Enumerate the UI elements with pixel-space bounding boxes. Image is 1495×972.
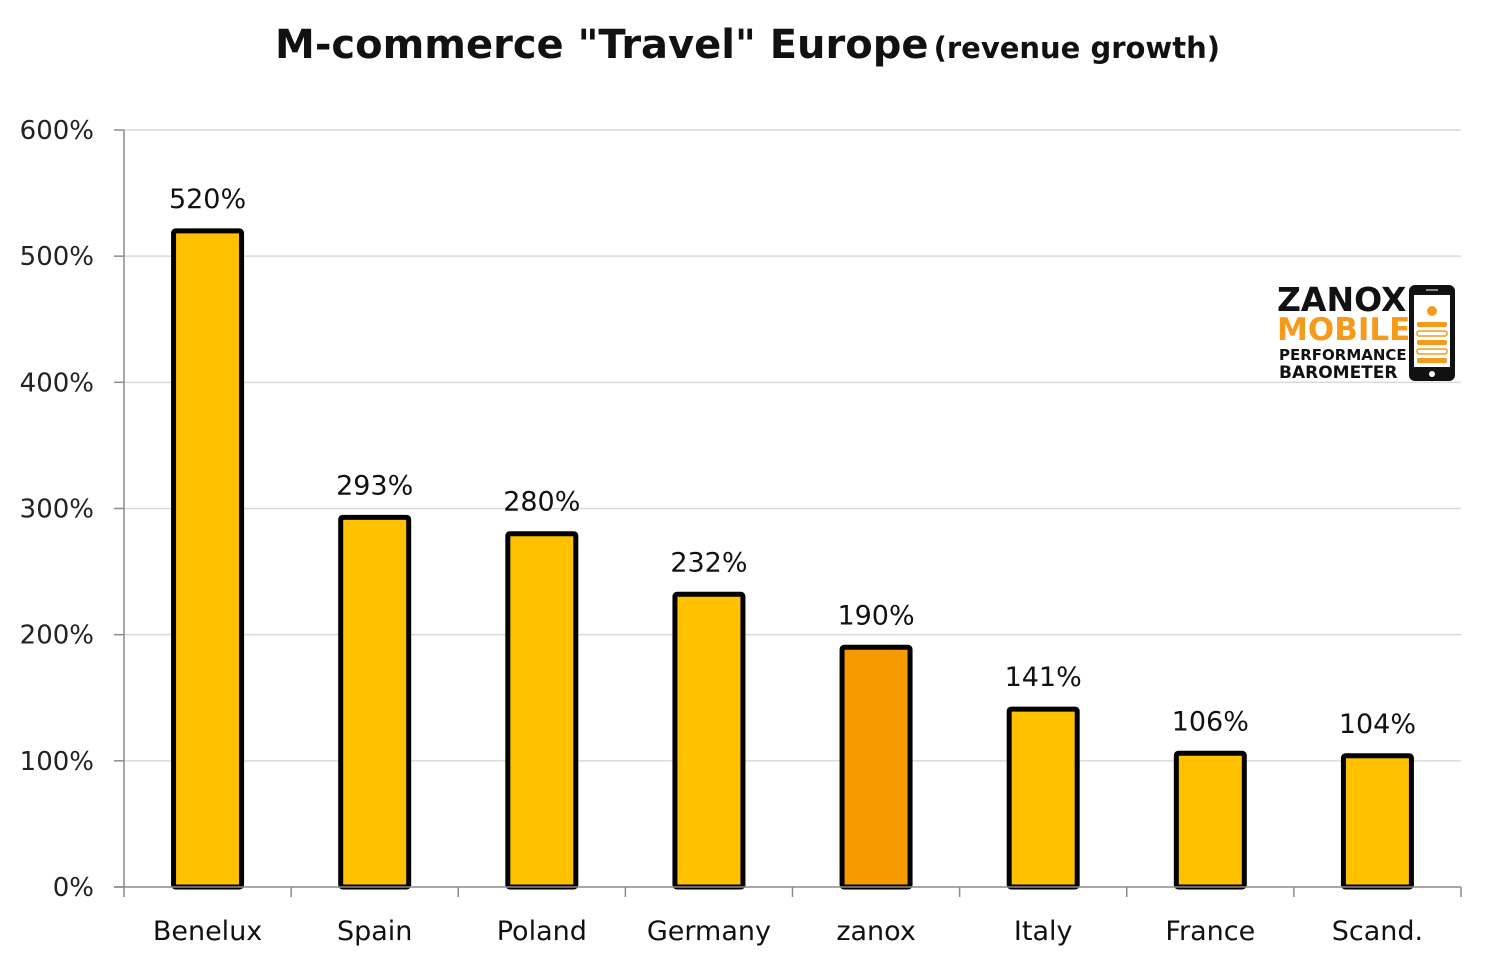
data-label: 293%: [336, 470, 413, 501]
chart-title-block: M-commerce "Travel" Europe (revenue grow…: [0, 22, 1495, 68]
zanox-mobile-logo: ZANOX MOBILE PERFORMANCE BAROMETER: [1277, 280, 1457, 383]
data-label: 141%: [1005, 662, 1082, 693]
bar-scand: [1340, 753, 1414, 890]
phone-icon: [1409, 285, 1455, 381]
chart-subtitle: (revenue growth): [933, 31, 1220, 65]
logo-line-zanox: ZANOX: [1277, 280, 1407, 319]
data-label: 520%: [169, 184, 246, 215]
x-tick-label: zanox: [836, 916, 916, 947]
axes: [114, 130, 1461, 897]
y-tick-label: 0%: [53, 873, 94, 903]
bar-germany: [672, 591, 746, 890]
y-tick-label: 400%: [20, 368, 94, 398]
logo-line-mobile: MOBILE: [1277, 312, 1411, 348]
x-tick-label: France: [1165, 916, 1255, 947]
y-tick-label: 500%: [20, 242, 94, 272]
x-tick-label: Spain: [337, 916, 412, 947]
logo-line-barometer: BAROMETER: [1279, 363, 1398, 383]
y-tick-label: 200%: [20, 621, 94, 651]
chart-title: M-commerce "Travel" Europe: [275, 22, 929, 68]
data-label: 190%: [837, 600, 914, 631]
bar-italy: [1006, 706, 1080, 890]
x-tick-label: Germany: [647, 916, 771, 947]
x-tick-label: Italy: [1014, 916, 1073, 947]
x-tick-label: Benelux: [153, 916, 262, 947]
gridlines: [124, 129, 1461, 762]
bar-poland: [505, 531, 579, 890]
data-label: 106%: [1172, 706, 1249, 737]
bar-spain: [338, 514, 412, 890]
x-tick-label: Poland: [497, 916, 587, 947]
y-tick-label: 100%: [20, 747, 94, 777]
x-axis-ticks: Benelux Spain Poland Germany zanox Italy Franc…: [153, 887, 1462, 947]
bar-benelux: [171, 228, 245, 890]
logo-line-performance: PERFORMANCE: [1279, 346, 1407, 364]
data-label: 280%: [503, 487, 580, 518]
y-axis-ticks: 0% 100% 200% 300% 400% 500% 600%: [20, 116, 124, 903]
data-label: 232%: [670, 547, 747, 578]
bar-france: [1173, 750, 1247, 890]
y-tick-label: 300%: [20, 495, 94, 525]
bars: [171, 228, 1414, 890]
data-label: 104%: [1339, 709, 1416, 740]
y-tick-label: 600%: [20, 116, 94, 146]
data-labels: 520% 293% 280% 232% 190% 141% 106% 104%: [169, 184, 1416, 740]
bar-zanox: [839, 644, 913, 890]
x-tick-label: Scand.: [1332, 916, 1423, 947]
